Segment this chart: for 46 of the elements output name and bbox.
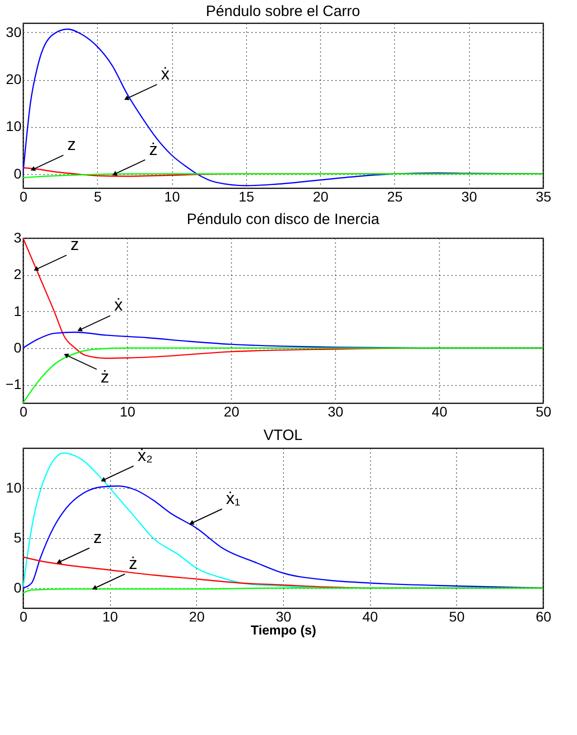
x-tick-label: 10	[120, 404, 136, 420]
x-tick-label: 40	[432, 404, 448, 420]
y-tick-label: 0	[14, 165, 22, 182]
y-tick-label: 0	[14, 340, 22, 356]
x-tick-label: 30	[276, 608, 292, 624]
chart-title: Péndulo con disco de Inercia	[186, 211, 380, 228]
y-tick-label: 5	[14, 530, 22, 546]
x-tick-label: 20	[224, 404, 240, 420]
y-tick-label: 30	[6, 24, 22, 40]
x-tick-label: 20	[312, 188, 329, 204]
x-tick-label: 10	[164, 188, 180, 204]
annotation: ż	[149, 140, 158, 159]
y-tick-label: 10	[6, 480, 22, 496]
x-tick-label: 5	[94, 188, 102, 204]
y-tick-label: 20	[6, 71, 22, 88]
y-tick-label: 2	[14, 266, 22, 282]
annotation: z	[70, 235, 80, 254]
annotation: ẋ	[161, 64, 170, 84]
annotation: ż	[100, 367, 110, 386]
y-tick-label: 3	[14, 230, 22, 246]
annotation: z	[67, 135, 76, 154]
line-series	[23, 347, 543, 403]
x-tick-label: 30	[461, 188, 478, 204]
chart-title: Péndulo sobre el Carro	[206, 3, 360, 20]
line-series	[23, 28, 543, 186]
x-tick-label: 10	[102, 608, 118, 624]
x-tick-label: 30	[328, 404, 344, 420]
y-tick-label: 1	[14, 302, 22, 319]
x-tick-label: 15	[238, 188, 254, 204]
y-tick-label: 0	[14, 580, 22, 596]
x-tick-label: 40	[362, 608, 378, 624]
annotation: ż	[128, 554, 138, 573]
x-tick-label: 60	[536, 608, 552, 624]
x-tick-label: 50	[536, 404, 552, 420]
chart-title: VTOL	[264, 427, 302, 444]
x-tick-label: 25	[387, 188, 403, 204]
x-tick-label: 35	[536, 188, 552, 204]
annotation: ẋ₂	[138, 446, 153, 465]
y-tick-label: −1	[6, 376, 22, 392]
x-axis-title: Tiempo (s)	[250, 622, 316, 638]
annotation: ẋ	[114, 296, 124, 315]
annotation: ẋ₁	[226, 489, 240, 508]
x-tick-label: 20	[189, 608, 205, 624]
annotation: z	[93, 528, 102, 547]
y-tick-label: 10	[6, 118, 22, 134]
x-tick-label: 50	[449, 608, 465, 624]
